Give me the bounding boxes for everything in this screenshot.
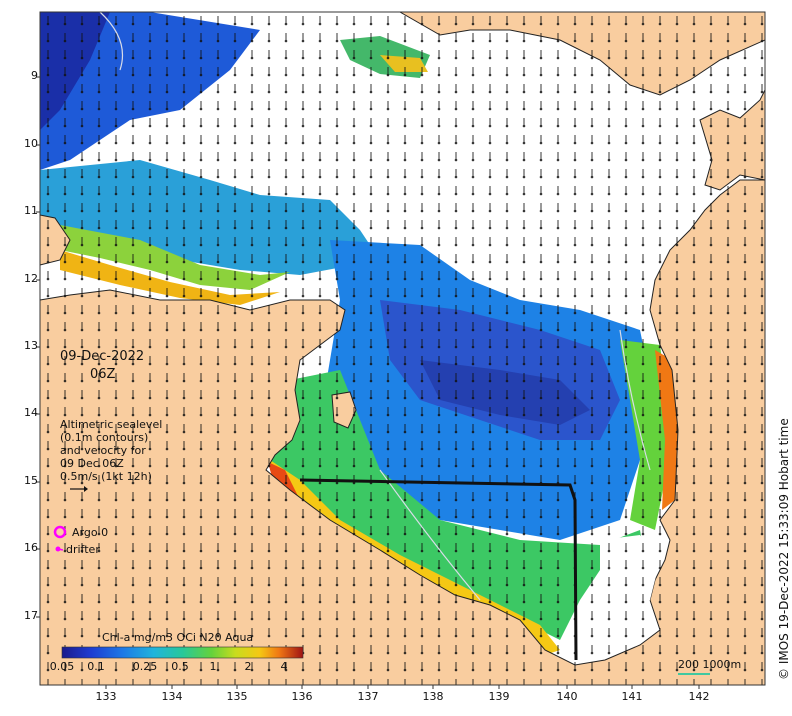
colorbar-tick: 1 [209, 660, 217, 673]
colorbar-tick: 4 [280, 660, 288, 673]
lat-tick: 13 [24, 339, 38, 352]
lat-tick: 17 [24, 609, 38, 622]
depth-scale-label: 200 1000m [678, 658, 742, 671]
colorbar-tick: 0.25 [132, 660, 158, 673]
lat-tick: 16 [24, 541, 38, 554]
date-label: 09-Dec-2022 06Z [60, 348, 144, 384]
lon-tick: 137 [357, 690, 379, 703]
colorbar [61, 646, 304, 659]
drifter-track [299, 478, 578, 661]
colorbar-tick: 0.5 [171, 660, 189, 673]
lat-tick: 12 [24, 272, 38, 285]
colorbar-tick: 2 [244, 660, 252, 673]
lon-tick: 134 [161, 690, 183, 703]
argo-marker-icon [53, 525, 67, 539]
plot-area [39, 11, 766, 686]
lon-tick: 142 [688, 690, 710, 703]
lat-tick: 14 [24, 406, 38, 419]
credit-text: © IMOS 19-Dec-2022 15:33:09 Hobart time [777, 418, 791, 680]
date-line: 09-Dec-2022 [60, 349, 145, 364]
sealevel-legend: Altimetric sealevel (0.1m contours) and … [60, 418, 163, 483]
lon-tick: 136 [291, 690, 313, 703]
argo-label: Argo 0 [72, 526, 109, 539]
velocity-arrows [40, 12, 765, 685]
lat-tick: 11 [24, 204, 38, 217]
lon-tick: 141 [621, 690, 643, 703]
colorbar-tick: 0.05 [49, 660, 75, 673]
sealevel-contours [99, 11, 651, 601]
drifter-label: drifter [66, 543, 100, 556]
colorbar-title: Chl-a mg/m3 OCi N20 Aqua [102, 631, 254, 644]
time-line: 06Z [90, 367, 116, 382]
lat-tick: 10 [24, 137, 38, 150]
lon-tick: 133 [95, 690, 117, 703]
axis-ticks [36, 76, 700, 689]
colorbar-tick: 0.1 [87, 660, 105, 673]
lat-tick: 9 [31, 69, 38, 82]
lon-tick: 140 [556, 690, 578, 703]
lon-tick: 139 [488, 690, 510, 703]
lon-tick: 135 [226, 690, 248, 703]
lon-tick: 138 [422, 690, 444, 703]
lat-tick: 15 [24, 474, 38, 487]
